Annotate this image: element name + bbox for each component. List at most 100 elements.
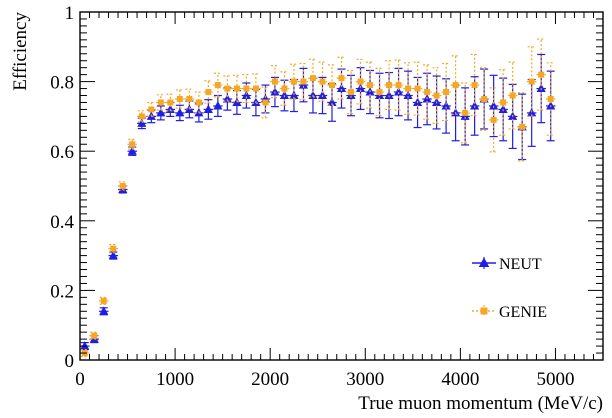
data-point-marker <box>462 109 469 116</box>
data-point-marker <box>481 96 488 102</box>
legend-label: GENIE <box>499 304 547 321</box>
data-point-marker <box>443 89 450 96</box>
data-point-marker <box>279 90 289 100</box>
data-point-marker <box>471 82 478 89</box>
data-point <box>545 62 556 136</box>
data-point-marker <box>480 307 488 315</box>
data-point-marker <box>309 75 316 82</box>
data-point <box>213 94 223 118</box>
data-point <box>336 56 347 100</box>
data-point-marker <box>214 82 221 89</box>
data-point-marker <box>281 85 288 92</box>
data-point-marker <box>300 78 307 85</box>
y-tick-label: 0.2 <box>50 281 74 302</box>
data-point-marker <box>433 92 440 99</box>
x-tick-label: 2000 <box>251 369 289 390</box>
data-point <box>289 63 299 100</box>
data-point-marker <box>138 113 145 120</box>
data-point <box>431 67 442 124</box>
data-point-marker <box>470 101 480 110</box>
data-point-marker <box>394 87 404 96</box>
data-point-marker <box>203 104 213 113</box>
data-point <box>194 91 204 114</box>
data-point-marker <box>519 123 526 130</box>
data-point <box>422 64 432 120</box>
data-point <box>213 72 223 98</box>
data-point-marker <box>357 78 364 85</box>
data-point <box>412 61 423 116</box>
x-axis-label: True muon momentum (MeV/c) <box>358 393 603 414</box>
x-tick-label: 4000 <box>441 369 479 390</box>
data-point-marker <box>478 257 490 267</box>
data-point <box>89 331 100 340</box>
data-point-marker <box>157 99 164 106</box>
data-point-marker <box>424 89 431 96</box>
data-point <box>279 71 290 106</box>
data-point-marker <box>441 101 451 110</box>
y-tick-label: 0.8 <box>50 73 74 94</box>
data-point <box>241 74 252 104</box>
data-point-marker <box>405 85 412 92</box>
data-point-marker <box>536 83 546 93</box>
x-tick-label: 5000 <box>536 369 574 390</box>
data-point-marker <box>317 90 328 100</box>
data-point-marker <box>186 96 193 102</box>
legend-item-neut: NEUT <box>472 256 542 273</box>
data-point-marker <box>319 78 326 85</box>
data-point <box>403 62 413 115</box>
data-point-marker <box>290 78 297 85</box>
data-point-marker <box>148 106 155 113</box>
data-point <box>374 67 385 117</box>
data-point <box>327 64 337 106</box>
data-point <box>99 306 109 316</box>
data-point <box>346 69 356 115</box>
data-point <box>355 58 366 105</box>
data-point-marker <box>100 297 107 304</box>
data-point-marker <box>547 96 554 102</box>
data-point <box>156 94 166 111</box>
data-point <box>450 55 461 115</box>
y-tick-label: 1 <box>65 3 75 24</box>
data-point <box>317 61 328 102</box>
data-point <box>507 61 518 130</box>
data-point <box>222 75 233 102</box>
data-point <box>184 88 195 110</box>
data-point-marker <box>489 101 499 110</box>
y-tick-label: 0 <box>65 351 75 372</box>
data-point <box>232 74 242 103</box>
x-tick-label: 3000 <box>346 369 384 390</box>
data-point-marker <box>376 89 383 96</box>
data-point <box>118 181 128 191</box>
data-point <box>251 73 261 104</box>
data-point <box>384 60 394 111</box>
data-point <box>488 87 499 153</box>
legend-item-genie: GENIE <box>472 304 547 321</box>
data-point-marker <box>252 85 259 92</box>
data-point-marker <box>528 78 535 85</box>
data-point-marker <box>127 146 137 155</box>
y-tick-label: 0.6 <box>50 142 74 163</box>
x-tick-label: 1000 <box>156 369 194 390</box>
data-point <box>127 138 138 150</box>
data-point-marker <box>395 82 402 89</box>
plot-area <box>80 38 556 358</box>
data-point-marker <box>222 94 232 103</box>
data-point-marker <box>348 89 355 96</box>
data-point-marker <box>386 82 393 89</box>
data-point-marker <box>195 99 202 106</box>
data-point-marker <box>414 85 421 92</box>
data-point <box>146 101 157 118</box>
data-point-marker <box>205 89 212 96</box>
data-point-marker <box>129 141 136 148</box>
data-point-marker <box>452 82 459 89</box>
x-tick-label: 0 <box>75 369 85 390</box>
data-point-marker <box>175 108 185 117</box>
data-point-marker <box>99 306 109 315</box>
data-point-marker <box>270 87 280 96</box>
data-point-marker <box>241 90 251 100</box>
data-point <box>308 58 318 98</box>
data-point-marker <box>137 118 147 127</box>
data-point <box>99 296 109 305</box>
data-point <box>298 62 309 101</box>
legend-label: NEUT <box>499 256 542 273</box>
